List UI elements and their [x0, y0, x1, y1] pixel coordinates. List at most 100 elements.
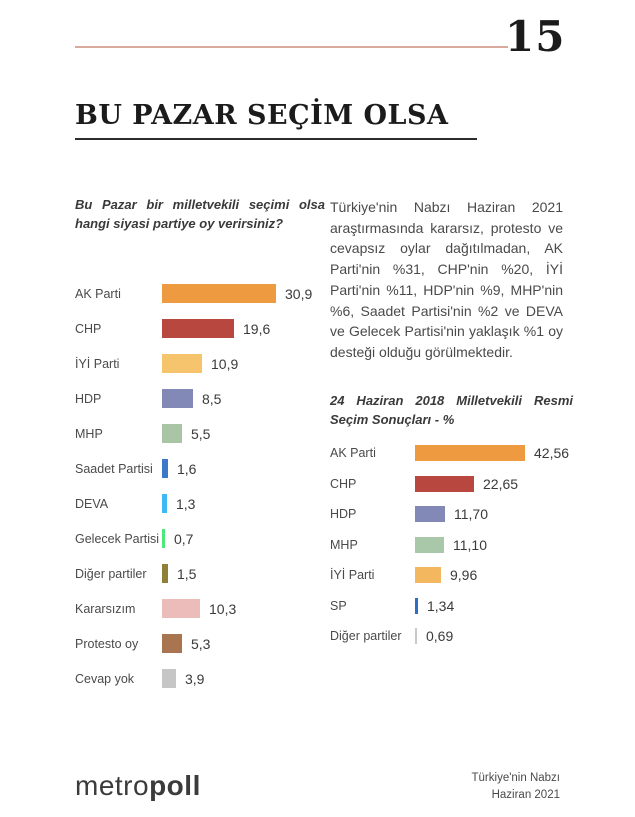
chart-value-label: 11,70 — [454, 506, 488, 523]
chart-bar — [162, 389, 193, 408]
chart-bar — [415, 506, 445, 523]
chart-bar-area: 11,70 — [415, 506, 488, 523]
chart-value-label: 0,7 — [174, 530, 194, 547]
chart-bar-area: 3,9 — [162, 669, 204, 688]
chart-value-label: 5,3 — [191, 635, 211, 652]
chart-category-label: Protesto oy — [75, 636, 139, 651]
chart-bar-area: 1,3 — [162, 494, 195, 513]
chart-row: HDP 8,5 — [75, 381, 335, 416]
chart-value-label: 3,9 — [185, 670, 205, 687]
chart-value-label: 1,34 — [427, 597, 455, 614]
chart-row: MHP 11,10 — [330, 530, 610, 561]
footer-edition: Türkiye'nin Nabzı Haziran 2021 — [360, 770, 560, 805]
chart-bar — [162, 284, 276, 303]
chart-value-label: 22,65 — [483, 475, 519, 492]
chart-category-label: AK Parti — [75, 286, 121, 301]
chart-bar-area: 0,7 — [162, 529, 193, 548]
chart-category-label: AK Parti — [330, 446, 376, 461]
chart-bar-area: 1,6 — [162, 459, 196, 478]
chart-bar — [415, 628, 417, 645]
analysis-paragraph: Türkiye'nin Nabzı Haziran 2021 araştırma… — [330, 199, 563, 361]
survey-question: Bu Pazar bir milletvekili seçimi olsa ha… — [75, 197, 325, 231]
chart-bar-area: 0,69 — [415, 628, 454, 645]
chart-bar-area: 8,5 — [162, 389, 221, 408]
chart-row: Saadet Partisi 1,6 — [75, 451, 335, 486]
poll-results-chart: AK Parti 30,9 CHP 19,6 İYİ Parti 10,9 HDP 8,5 MH… — [75, 276, 335, 696]
chart-row: CHP 19,6 — [75, 311, 335, 346]
chart-bar — [162, 459, 168, 478]
metropoll-logo: metropoll — [75, 770, 201, 802]
chart-row: MHP 5,5 — [75, 416, 335, 451]
chart-category-label: CHP — [75, 321, 102, 336]
chart-bar — [415, 597, 418, 614]
chart-row: Diğer partiler 1,5 — [75, 556, 335, 591]
chart-row: SP 1,34 — [330, 591, 610, 622]
page-number: 15 — [505, 12, 566, 61]
chart-row: Diğer partiler 0,69 — [330, 621, 610, 652]
chart-row: İYİ Parti 10,9 — [75, 346, 335, 381]
chart-bar-area: 9,96 — [415, 567, 478, 584]
chart-row: Protesto oy 5,3 — [75, 626, 335, 661]
chart-category-label: İYİ Parti — [75, 356, 120, 371]
footer-edition-line1: Türkiye'nin Nabzı — [471, 772, 560, 784]
election-2018-chart: AK Parti 42,56 CHP 22,65 HDP 11,70 MHP 11,10 İYİ… — [330, 438, 610, 652]
chart-value-label: 10,3 — [209, 600, 237, 617]
chart-bar-area: 22,65 — [415, 475, 519, 492]
chart-bar — [162, 424, 182, 443]
logo-bold-part: poll — [149, 770, 201, 801]
chart-value-label: 9,96 — [450, 567, 478, 584]
chart-value-label: 8,5 — [202, 390, 222, 407]
chart-bar-area: 10,9 — [162, 354, 238, 373]
chart-value-label: 0,69 — [426, 628, 454, 645]
chart-value-label: 1,6 — [177, 460, 197, 477]
chart-bar — [162, 319, 234, 338]
chart-row: AK Parti 30,9 — [75, 276, 335, 311]
chart-category-label: HDP — [330, 507, 357, 522]
chart-value-label: 11,10 — [453, 536, 487, 553]
chart-bar-area: 42,56 — [415, 445, 570, 462]
chart-category-label: İYİ Parti — [330, 568, 375, 583]
chart-bar — [415, 475, 474, 492]
chart-category-label: Diğer partiler — [75, 566, 147, 581]
chart-bar-area: 30,9 — [162, 284, 312, 303]
chart-value-label: 1,3 — [176, 495, 196, 512]
chart-bar-area: 19,6 — [162, 319, 270, 338]
chart-bar — [162, 529, 165, 548]
chart-bar-area: 1,34 — [415, 597, 455, 614]
chart-bar — [162, 634, 182, 653]
election-2018-chart-title: 24 Haziran 2018 Milletvekili Resmi Seçim… — [330, 393, 573, 427]
chart-category-label: Kararsızım — [75, 601, 136, 616]
footer-edition-line2: Haziran 2021 — [491, 789, 560, 802]
chart-row: CHP 22,65 — [330, 469, 610, 500]
chart-category-label: Saadet Partisi — [75, 461, 153, 476]
chart-bar — [415, 567, 441, 584]
chart-bar — [162, 564, 168, 583]
chart-row: İYİ Parti 9,96 — [330, 560, 610, 591]
chart-bar — [415, 536, 444, 553]
chart-bar — [162, 494, 167, 513]
chart-category-label: HDP — [75, 391, 102, 406]
chart-bar-area: 5,5 — [162, 424, 210, 443]
chart-bar-area: 11,10 — [415, 536, 487, 553]
chart-category-label: MHP — [75, 426, 103, 441]
chart-row: Cevap yok 3,9 — [75, 661, 335, 696]
chart-bar — [162, 599, 200, 618]
chart-value-label: 5,5 — [191, 425, 211, 442]
chart-row: HDP 11,70 — [330, 499, 610, 530]
chart-bar — [162, 669, 176, 688]
chart-value-label: 42,56 — [534, 445, 570, 462]
header-accent-line — [75, 46, 508, 48]
chart-category-label: MHP — [330, 537, 358, 552]
chart-value-label: 19,6 — [243, 320, 271, 337]
chart-category-label: SP — [330, 598, 347, 613]
chart-bar — [162, 354, 202, 373]
chart-value-label: 10,9 — [211, 355, 239, 372]
chart-bar — [415, 445, 525, 462]
chart-bar-area: 1,5 — [162, 564, 196, 583]
chart-category-label: Cevap yok — [75, 671, 135, 686]
chart-bar-area: 10,3 — [162, 599, 236, 618]
chart-category-label: Gelecek Partisi — [75, 531, 160, 546]
chart-category-label: CHP — [330, 476, 357, 491]
chart-row: DEVA 1,3 — [75, 486, 335, 521]
